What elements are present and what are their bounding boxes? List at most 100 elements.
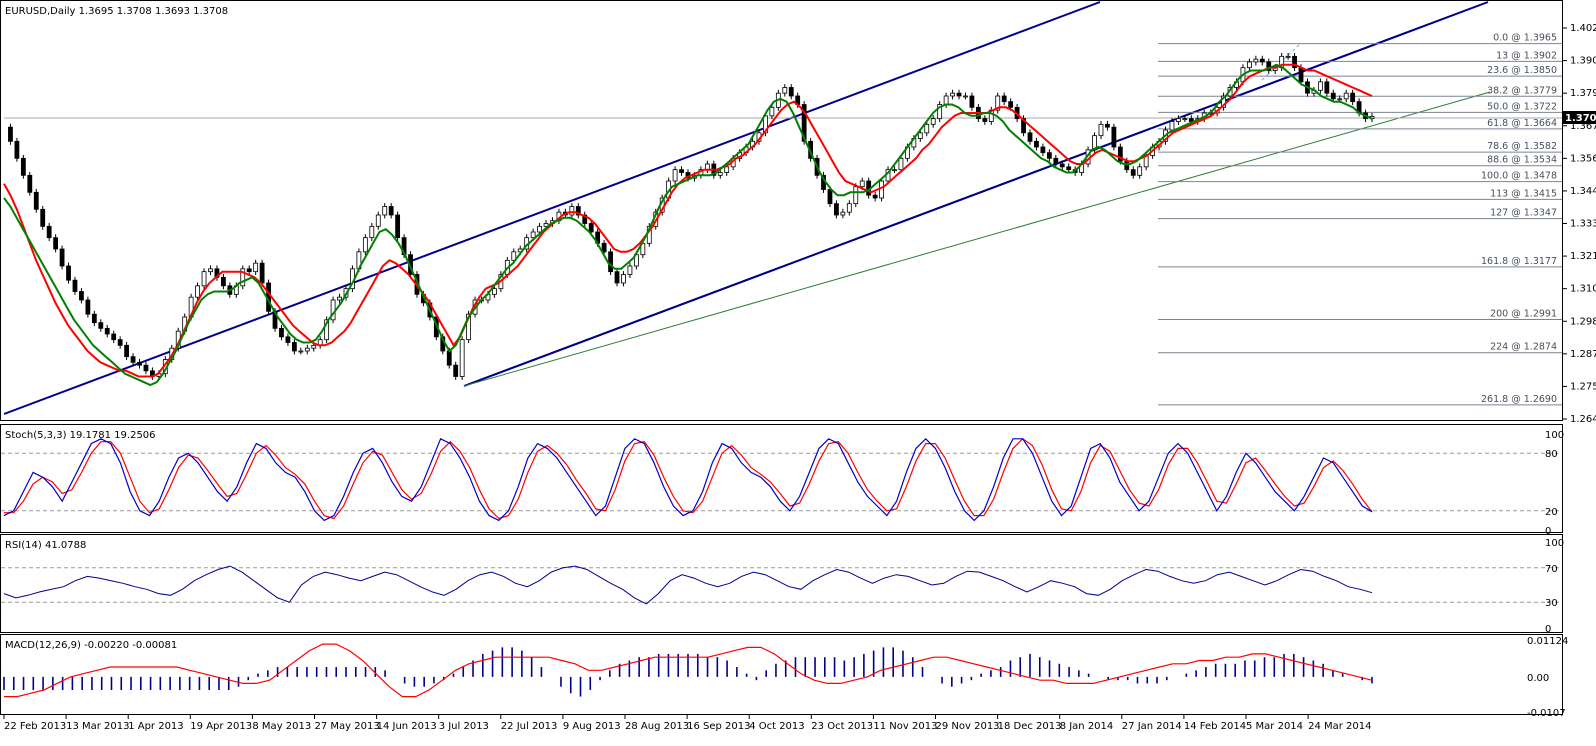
candle-body (20, 157, 26, 176)
candle-body (1130, 169, 1136, 176)
candle-body (98, 322, 104, 329)
candle-body (872, 194, 878, 199)
price-tick-label: 1.3790 (1570, 88, 1596, 99)
date-tick-label: 14 Jun 2013 (377, 721, 437, 732)
date-tick-label: 19 Apr 2013 (190, 721, 252, 732)
candle-body (969, 95, 975, 108)
candle-body (1317, 81, 1323, 91)
candle-body (1343, 92, 1349, 100)
candle-body (311, 344, 317, 349)
macd-signal-line (4, 643, 1373, 698)
candle-body (608, 251, 613, 273)
fib-level-label: 38.2 @ 1.3779 (1487, 85, 1557, 96)
candle-body (453, 364, 459, 377)
candle-body (1324, 81, 1330, 94)
candle-body (924, 123, 930, 134)
candle-body (46, 225, 52, 239)
date-tick-label: 22 Feb 2013 (4, 721, 66, 732)
candle-body (1124, 160, 1130, 171)
candle-body (782, 87, 788, 94)
candle-body (898, 157, 904, 171)
candle-body (8, 126, 13, 142)
price-tick-label: 1.2985 (1570, 316, 1596, 327)
price-tick-label: 1.4020 (1570, 23, 1596, 34)
candle-body (943, 95, 949, 105)
date-tick-label: 24 Mar 2014 (1308, 721, 1371, 732)
candle-body (285, 336, 291, 343)
date-tick-label: 23 Oct 2013 (811, 721, 873, 732)
stoch-main-line (3, 437, 1373, 522)
rsi-level-label: 100 (1545, 538, 1564, 549)
candle-body (995, 95, 1001, 111)
date-tick-label: 9 Aug 2013 (563, 721, 621, 732)
candle-body (362, 237, 368, 253)
candle-body (446, 350, 452, 366)
candle-body (382, 206, 388, 216)
candle-body (1066, 166, 1072, 171)
price-pane[interactable] (0, 0, 1563, 421)
candle-body (930, 118, 936, 125)
price-tick-label: 1.3330 (1570, 219, 1596, 230)
price-tick-label: 1.3560 (1570, 153, 1596, 164)
candle-body (679, 169, 684, 173)
rsi-level-label: 30 (1545, 598, 1558, 609)
candle-body (137, 361, 142, 366)
candle-body (892, 169, 897, 172)
rsi-label: RSI(14) 41.0788 (5, 540, 86, 551)
candle-body (982, 118, 988, 122)
candle-body (130, 356, 136, 363)
stoch-pane[interactable] (0, 424, 1563, 533)
date-tick-label: 8 May 2013 (252, 721, 311, 732)
candle-body (291, 342, 297, 352)
fib-level-label: 100.0 @ 1.3478 (1481, 171, 1557, 182)
candle-body (79, 291, 84, 301)
candle-body (1059, 163, 1065, 168)
candle-body (85, 299, 91, 315)
candle-body (259, 262, 265, 284)
date-tick-label: 8 Jan 2014 (1060, 721, 1114, 732)
macd-pane[interactable] (0, 634, 1563, 715)
rsi-pane[interactable] (0, 534, 1563, 633)
date-tick-label: 16 Sep 2013 (687, 721, 750, 732)
candle-body (827, 189, 833, 205)
candle-body (14, 140, 20, 159)
candle-body (575, 206, 581, 216)
candle-body (466, 313, 472, 341)
candle-body (543, 223, 549, 227)
rsi-level-label: 70 (1545, 564, 1558, 575)
candle-body (1169, 121, 1175, 131)
candle-body (1259, 58, 1265, 63)
candle-body (395, 214, 401, 239)
candle-body (253, 262, 259, 273)
macd-label: MACD(12,26,9) -0.00220 -0.00081 (5, 640, 177, 651)
candle-body (1246, 61, 1252, 69)
stoch-level-label: 20 (1545, 507, 1558, 518)
candle-body (246, 268, 252, 273)
candle-body (950, 92, 955, 97)
fib-level-label: 161.8 @ 1.3177 (1481, 256, 1557, 267)
date-tick-label: 18 Dec 2013 (998, 721, 1062, 732)
candle-body (1008, 101, 1014, 108)
date-tick-label: 13 Mar 2013 (66, 721, 129, 732)
candle-body (240, 268, 246, 287)
fib-level-label: 50.0 @ 1.3722 (1487, 101, 1557, 112)
candle-body (963, 95, 968, 98)
candle-body (1098, 123, 1104, 137)
price-tick-label: 1.3675 (1570, 121, 1596, 132)
stoch-label: Stoch(5,3,3) 19.1781 19.2506 (5, 430, 156, 441)
candle-body (769, 106, 775, 117)
candle-body (1021, 118, 1026, 134)
candle-body (1337, 98, 1343, 101)
candle-body (601, 242, 607, 253)
candle-body (1266, 61, 1272, 71)
candle-body (208, 268, 213, 273)
candle-body (717, 172, 723, 176)
channel-upper-line (3, 1, 1101, 415)
red-moving-average (3, 63, 1373, 378)
candle-body (304, 347, 310, 352)
candle-body (1137, 166, 1143, 176)
candle-body (537, 225, 542, 233)
candle-body (840, 211, 846, 216)
candle-body (1292, 55, 1297, 69)
candle-body (1221, 95, 1226, 108)
